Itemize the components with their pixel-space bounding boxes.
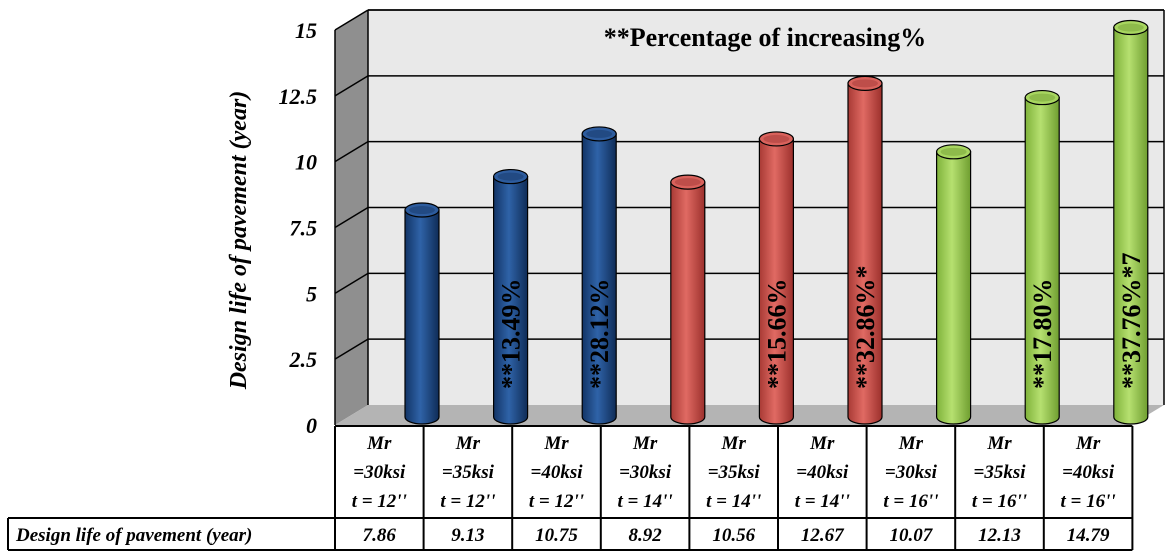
category-label: Mr <box>543 433 569 454</box>
category-label: Mr <box>809 433 835 454</box>
bar-body <box>758 138 794 425</box>
category-label: =40ksi <box>531 462 584 483</box>
y-tick-label: 12.5 <box>279 84 318 109</box>
table-value-cell: 12.67 <box>801 525 845 546</box>
bar-body <box>847 82 883 425</box>
category-label: Mr <box>721 433 747 454</box>
category-label: =40ksi <box>796 462 849 483</box>
category-label: Mr <box>986 433 1012 454</box>
bar-body <box>670 181 706 425</box>
bar-top <box>847 75 883 91</box>
bar-annotation: **28.12% <box>585 279 614 390</box>
y-tick-label: 15 <box>295 18 317 43</box>
category-label: =35ksi <box>442 462 495 483</box>
bar-top <box>758 131 795 147</box>
bar-body <box>936 151 972 425</box>
bar-top-shade <box>1117 23 1144 32</box>
bar-annotation: **15.66% <box>762 279 791 390</box>
gridline-side <box>334 206 369 229</box>
table-value-cell: 10.75 <box>535 525 578 546</box>
bar <box>670 174 706 425</box>
gridline-side <box>334 338 369 360</box>
category-label: t = 12'' <box>352 491 407 512</box>
category-label: Mr <box>455 433 481 454</box>
category-label: =35ksi <box>708 462 761 483</box>
bar-annotation: **32.86%* <box>851 266 880 390</box>
bar <box>581 126 617 425</box>
bar-top <box>1024 89 1060 106</box>
bar-annotation: **17.80% <box>1028 279 1057 390</box>
bar-top-shade <box>940 147 967 156</box>
gridline-side <box>334 141 369 163</box>
gridline-side <box>334 9 369 31</box>
bars <box>404 19 1149 425</box>
category-label: t = 16'' <box>972 491 1027 512</box>
table-value-cell: 12.13 <box>978 525 1021 546</box>
bar-top-shade <box>586 129 613 138</box>
y-tick-label: 0 <box>306 413 317 438</box>
category-label: t = 16'' <box>883 491 938 512</box>
y-tick-label: 7.5 <box>290 216 318 241</box>
y-tick-label: 10 <box>295 150 317 175</box>
bar <box>935 144 972 425</box>
category-label: t = 12'' <box>529 491 584 512</box>
category-label: t = 14'' <box>618 491 673 512</box>
category-label: Mr <box>1075 433 1101 454</box>
bar-top <box>493 168 529 185</box>
category-label: =30ksi <box>353 462 406 483</box>
bar-top-shade <box>497 172 524 181</box>
table-value-cell: 9.13 <box>451 525 484 546</box>
bar-annotation: **13.49% <box>497 279 526 390</box>
bar-body <box>581 133 617 425</box>
category-label: t = 14'' <box>706 491 761 512</box>
y-tick-label: 2.5 <box>289 347 318 372</box>
category-label: =40ksi <box>1062 462 1115 483</box>
category-label: =35ksi <box>974 462 1027 483</box>
bar-top-shade <box>1029 93 1056 102</box>
category-label: Mr <box>898 433 924 454</box>
bar-body <box>1024 96 1060 425</box>
y-axis-label: Design life of pavement (year) <box>226 91 252 391</box>
bar <box>493 168 529 425</box>
table-value-cell: 7.86 <box>363 525 397 546</box>
category-label: =30ksi <box>619 462 672 483</box>
bar-annotation: **37.76%*7 <box>1117 253 1146 390</box>
bar-top-shade <box>409 206 435 215</box>
bar <box>847 75 883 425</box>
table-value-cell: 10.07 <box>890 525 934 546</box>
bar-top <box>670 174 706 190</box>
bar-body <box>1113 26 1149 425</box>
bar-top <box>404 202 440 218</box>
category-label: Mr <box>632 433 658 454</box>
bar-top-shade <box>674 178 701 187</box>
y-tick-label: 5 <box>306 281 317 306</box>
category-label: Mr <box>366 433 392 454</box>
bar <box>404 202 440 425</box>
y-axis-ticks: 0 2.5 5 7.5 10 12.5 15 <box>279 18 318 438</box>
bar-top <box>935 144 972 160</box>
bar <box>1024 89 1060 425</box>
category-label: =30ksi <box>885 462 938 483</box>
table-row-header: Design life of pavement (year) <box>15 525 252 546</box>
table-value-cell: 10.56 <box>712 525 755 546</box>
category-label: t = 16'' <box>1061 491 1116 512</box>
bar-top-shade <box>763 134 790 143</box>
bar <box>758 131 795 425</box>
table-value-cell: 8.92 <box>628 525 662 546</box>
bar-body <box>404 209 440 425</box>
gridline-side <box>334 272 369 294</box>
bar-body <box>493 175 529 425</box>
table-value-cell: 14.79 <box>1067 525 1110 546</box>
bar-top <box>581 126 617 142</box>
bar-top-shade <box>852 79 878 88</box>
bar-annotations: **13.49% **28.12% **15.66% **32.86%* **17.80… <box>497 253 1146 390</box>
bar <box>1113 19 1149 425</box>
data-table: Design life of pavement (year) Mr =30ksi t … <box>7 425 1134 551</box>
category-label: t = 14'' <box>795 491 850 512</box>
gridline-side <box>334 75 369 97</box>
bar-top <box>1113 19 1149 36</box>
annotation-title: **Percentage of increasing% <box>604 23 927 52</box>
category-label: t = 12'' <box>440 491 495 512</box>
